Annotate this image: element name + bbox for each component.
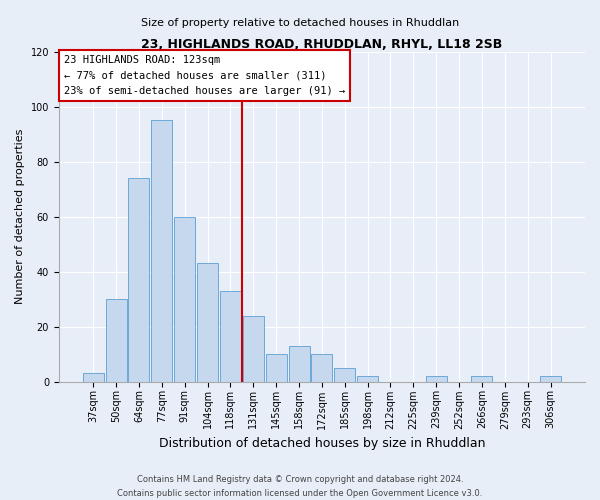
X-axis label: Distribution of detached houses by size in Rhuddlan: Distribution of detached houses by size … — [158, 437, 485, 450]
Bar — [243, 316, 264, 382]
Y-axis label: Number of detached properties: Number of detached properties — [15, 129, 25, 304]
Bar — [83, 374, 104, 382]
Bar — [289, 346, 310, 382]
Bar — [334, 368, 355, 382]
Bar — [151, 120, 172, 382]
Bar — [540, 376, 561, 382]
Bar — [357, 376, 378, 382]
Bar — [220, 291, 241, 382]
Bar — [197, 264, 218, 382]
Bar — [266, 354, 287, 382]
Bar — [311, 354, 332, 382]
Text: 23 HIGHLANDS ROAD: 123sqm
← 77% of detached houses are smaller (311)
23% of semi: 23 HIGHLANDS ROAD: 123sqm ← 77% of detac… — [64, 55, 345, 96]
Text: Contains HM Land Registry data © Crown copyright and database right 2024.
Contai: Contains HM Land Registry data © Crown c… — [118, 476, 482, 498]
Text: Size of property relative to detached houses in Rhuddlan: Size of property relative to detached ho… — [141, 18, 459, 28]
Bar — [106, 299, 127, 382]
Title: 23, HIGHLANDS ROAD, RHUDDLAN, RHYL, LL18 2SB: 23, HIGHLANDS ROAD, RHUDDLAN, RHYL, LL18… — [141, 38, 503, 51]
Bar — [472, 376, 493, 382]
Bar — [128, 178, 149, 382]
Bar — [426, 376, 447, 382]
Bar — [174, 216, 195, 382]
